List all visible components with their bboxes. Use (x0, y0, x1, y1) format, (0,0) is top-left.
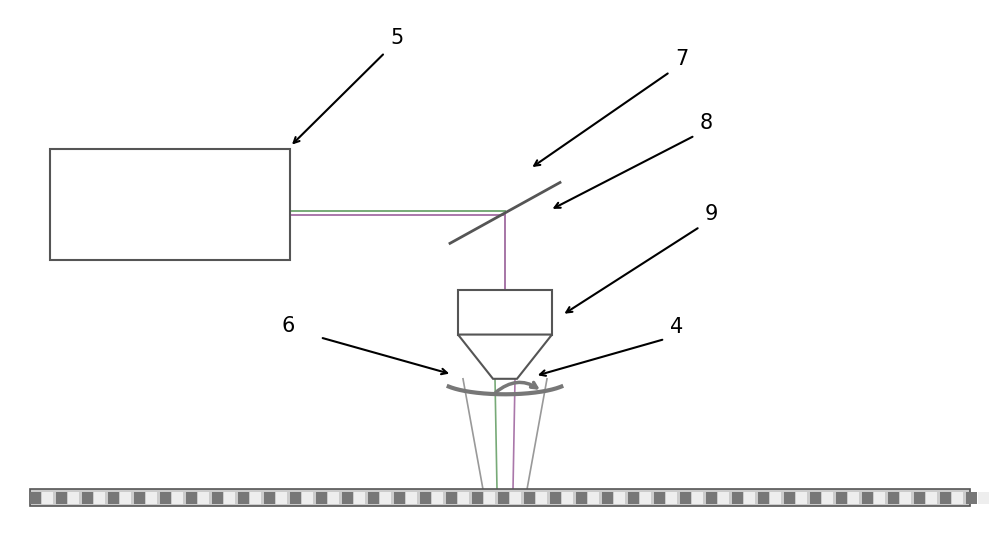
Bar (810, 492, 821, 503)
Bar (628, 492, 639, 503)
Bar (56, 492, 67, 503)
Bar (354, 492, 365, 503)
Bar (836, 492, 847, 503)
Text: 8: 8 (700, 113, 713, 133)
Bar (848, 492, 859, 503)
Bar (680, 492, 691, 503)
Bar (524, 492, 535, 503)
Bar (446, 492, 457, 503)
Bar (42, 492, 53, 503)
Text: 9: 9 (705, 204, 718, 224)
Bar (510, 492, 521, 503)
Bar (576, 492, 587, 503)
Bar (654, 492, 665, 503)
Bar (432, 492, 443, 503)
Bar (276, 492, 287, 503)
Bar (328, 492, 339, 503)
Bar (562, 492, 573, 503)
Bar (290, 492, 301, 503)
Bar (380, 492, 391, 503)
Bar (134, 492, 145, 503)
Bar (394, 492, 405, 503)
Bar (50, 149, 290, 260)
Bar (692, 492, 703, 503)
Bar (874, 492, 885, 503)
Bar (82, 492, 93, 503)
Bar (862, 492, 873, 503)
Bar (940, 492, 951, 503)
Bar (758, 492, 769, 503)
Text: 4: 4 (670, 317, 683, 337)
Bar (888, 492, 899, 503)
Bar (172, 492, 183, 503)
Bar (94, 492, 105, 503)
Text: 5: 5 (390, 28, 403, 48)
Bar (224, 492, 235, 503)
Bar (250, 492, 261, 503)
Bar (640, 492, 651, 503)
Text: 7: 7 (675, 49, 688, 69)
Bar (978, 492, 989, 503)
Bar (796, 492, 807, 503)
Bar (744, 492, 755, 503)
Bar (952, 492, 963, 503)
Bar (160, 492, 171, 503)
Bar (30, 489, 970, 506)
Bar (186, 492, 197, 503)
Bar (536, 492, 547, 503)
Bar (498, 492, 509, 503)
Bar (458, 492, 469, 503)
Bar (30, 492, 41, 503)
Bar (238, 492, 249, 503)
Bar (914, 492, 925, 503)
Bar (316, 492, 327, 503)
Polygon shape (458, 335, 552, 379)
Bar (146, 492, 157, 503)
Bar (108, 492, 119, 503)
Bar (342, 492, 353, 503)
Bar (212, 492, 223, 503)
Bar (602, 492, 613, 503)
Bar (822, 492, 833, 503)
Bar (302, 492, 313, 503)
Bar (614, 492, 625, 503)
Bar (550, 492, 561, 503)
Bar (406, 492, 417, 503)
Bar (368, 492, 379, 503)
Bar (458, 290, 552, 335)
Bar (120, 492, 131, 503)
Bar (966, 492, 977, 503)
Bar (706, 492, 717, 503)
Text: 6: 6 (282, 316, 295, 336)
Bar (666, 492, 677, 503)
Bar (420, 492, 431, 503)
Bar (264, 492, 275, 503)
Bar (926, 492, 937, 503)
Bar (198, 492, 209, 503)
Bar (900, 492, 911, 503)
Bar (770, 492, 781, 503)
Bar (472, 492, 483, 503)
Bar (588, 492, 599, 503)
Bar (732, 492, 743, 503)
Bar (784, 492, 795, 503)
Bar (484, 492, 495, 503)
Bar (68, 492, 79, 503)
Bar (718, 492, 729, 503)
